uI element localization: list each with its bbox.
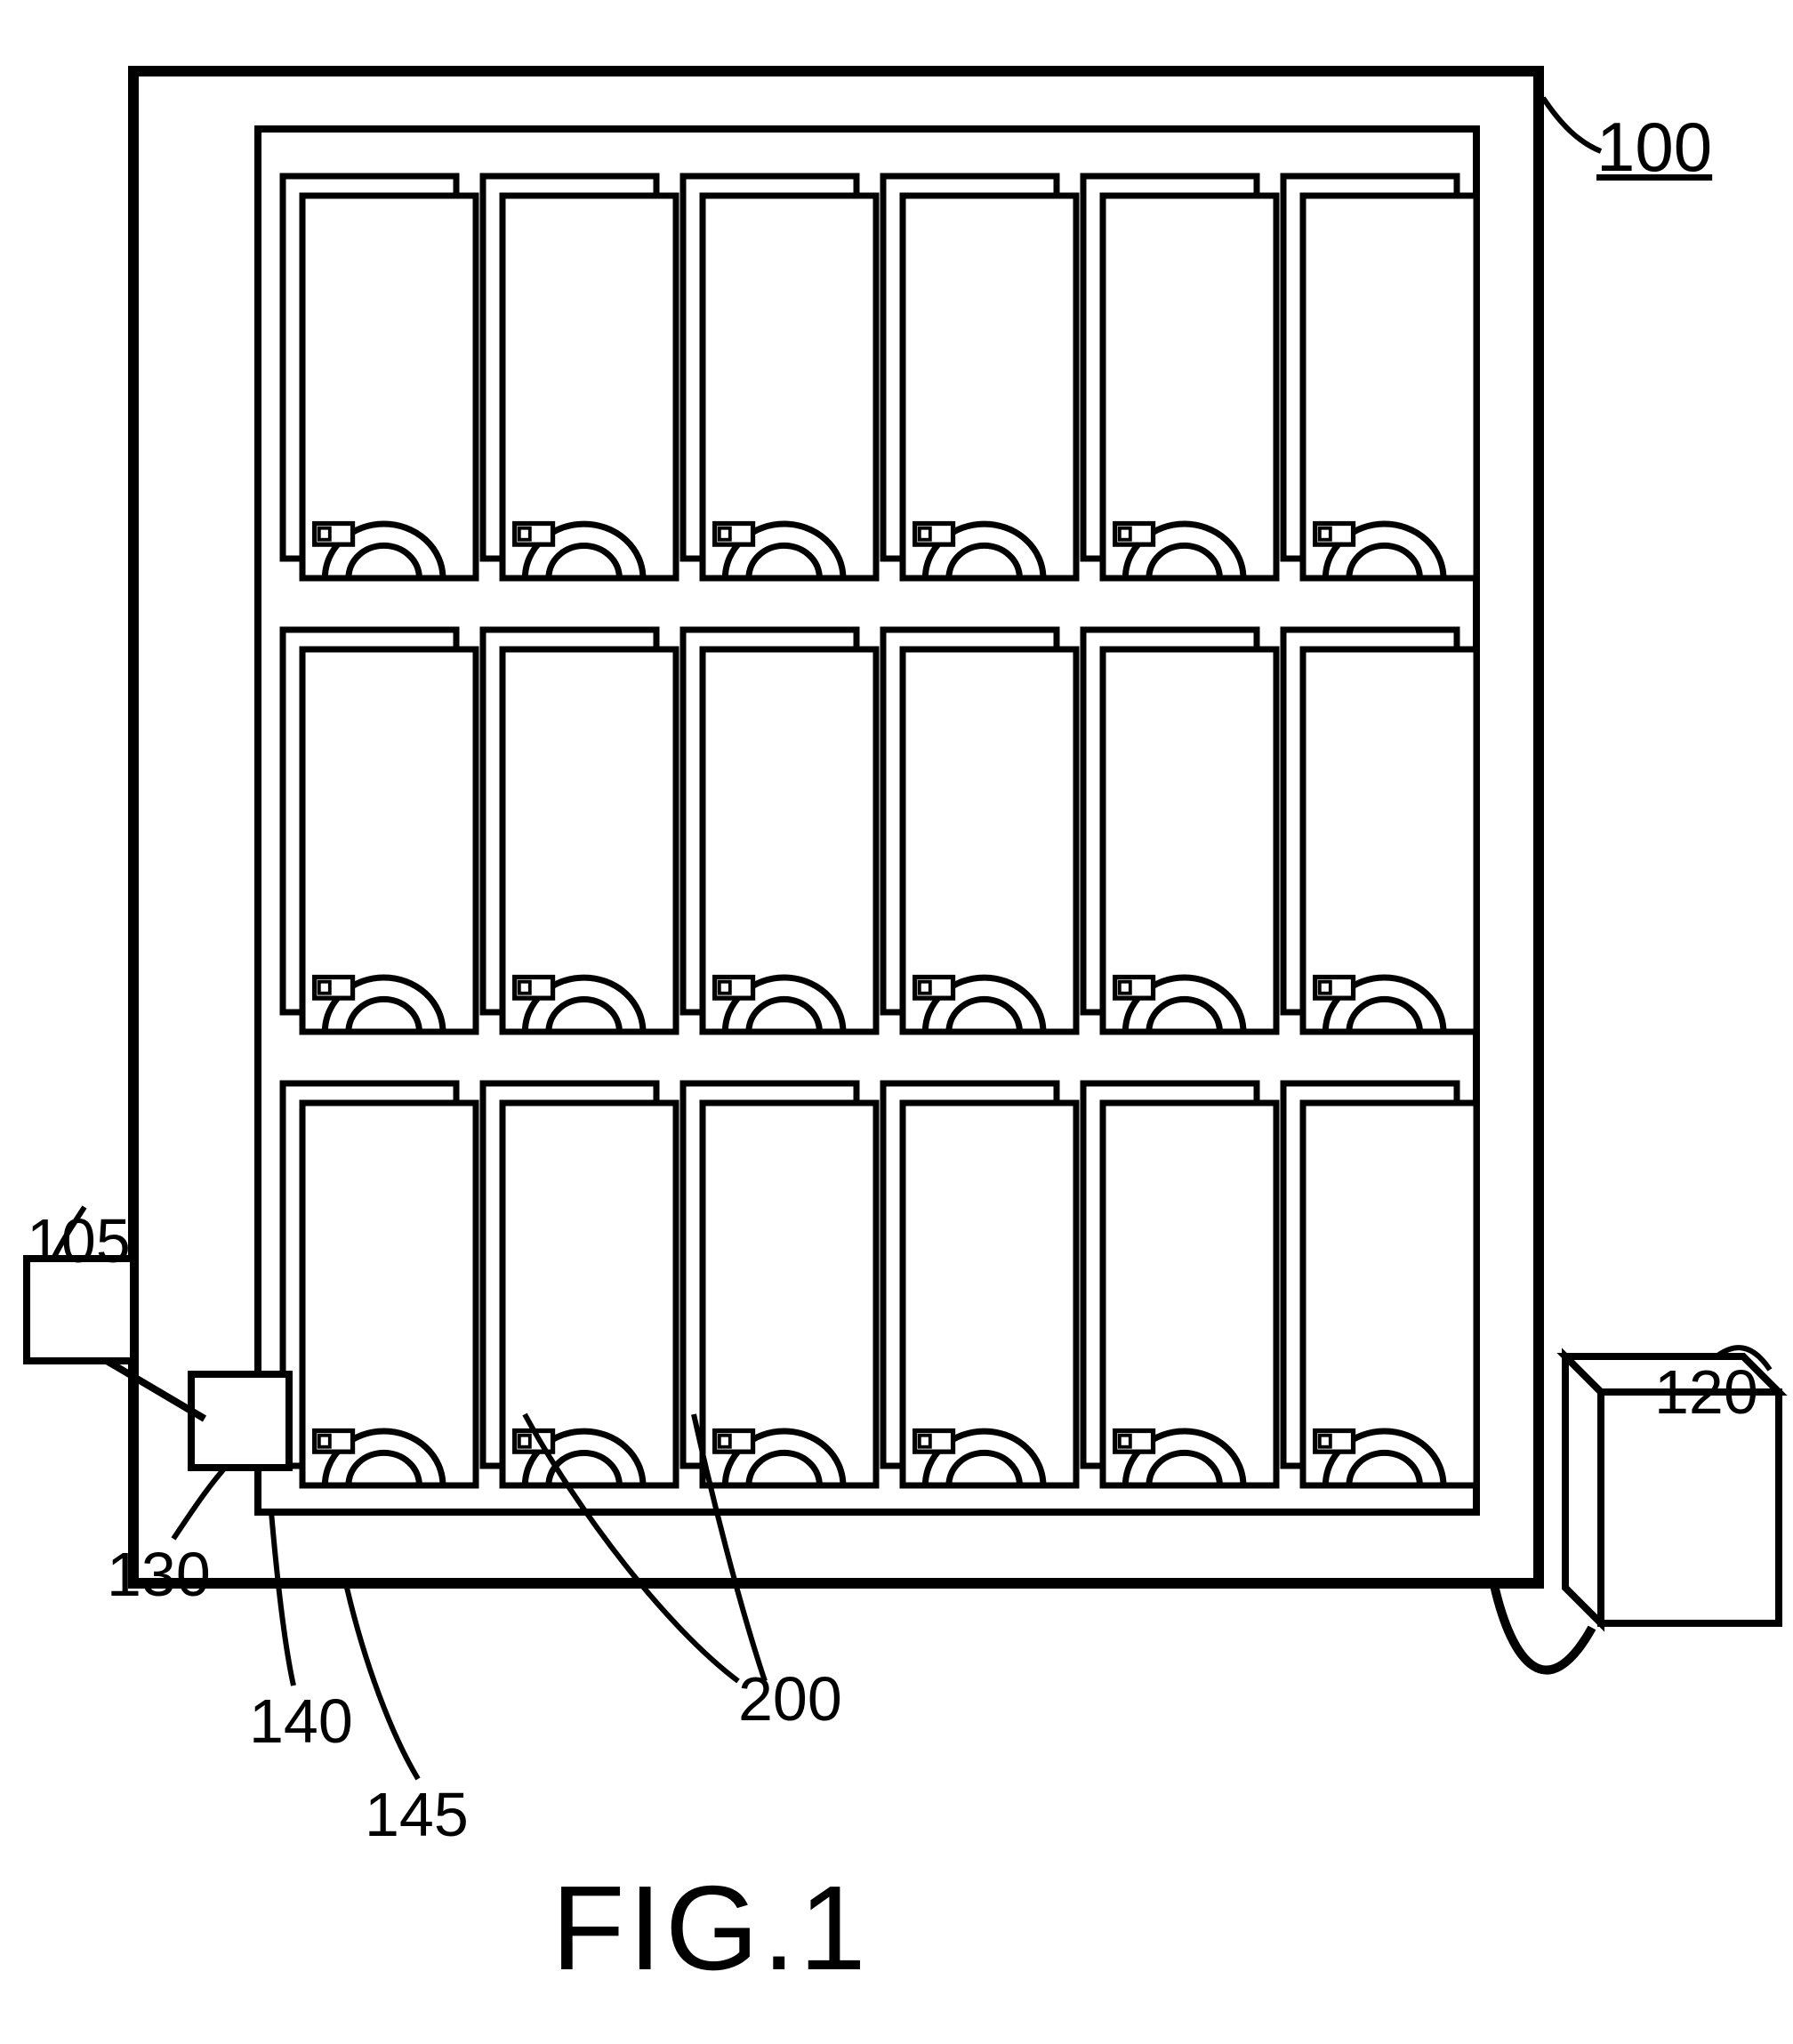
module	[1083, 1083, 1276, 1485]
module	[483, 1083, 676, 1485]
figure-label: FIG.1	[551, 1859, 870, 1997]
module	[1083, 176, 1276, 578]
module	[283, 1083, 476, 1485]
module	[283, 176, 476, 578]
ref-label-200: 200	[738, 1663, 842, 1734]
module	[883, 630, 1076, 1032]
module	[483, 630, 676, 1032]
module	[683, 176, 876, 578]
module	[483, 176, 676, 578]
ref-label-145: 145	[365, 1779, 469, 1850]
module	[1283, 1083, 1476, 1485]
ref-label-130: 130	[107, 1539, 211, 1610]
module	[1083, 630, 1276, 1032]
module	[1283, 176, 1476, 578]
module	[883, 1083, 1076, 1485]
module	[683, 1083, 876, 1485]
module	[283, 630, 476, 1032]
ref-label-140: 140	[249, 1686, 353, 1757]
module	[683, 630, 876, 1032]
module	[1283, 630, 1476, 1032]
ref-label-120: 120	[1654, 1356, 1758, 1428]
ref-label-100: 100	[1596, 107, 1712, 188]
module	[883, 176, 1076, 578]
ref-label-105: 105	[27, 1205, 131, 1276]
figure-page: 100 105 130 140 145 200 120 FIG.1	[0, 0, 1793, 2044]
